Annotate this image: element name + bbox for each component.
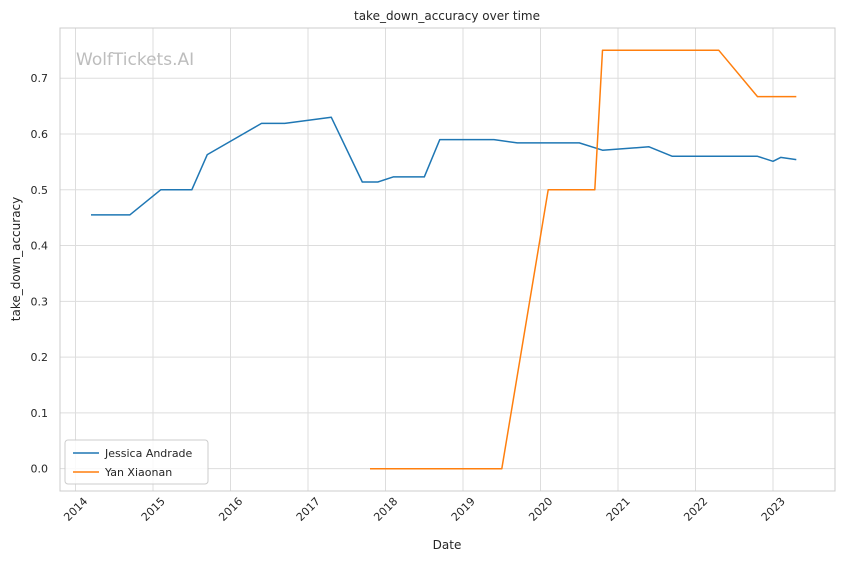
y-tick-label: 0.0	[31, 463, 49, 476]
watermark: WolfTickets.AI	[76, 50, 194, 70]
y-tick-label: 0.5	[31, 184, 49, 197]
y-axis-label: take_down_accuracy	[9, 197, 23, 321]
legend: Jessica Andrade Yan Xiaonan	[64, 439, 209, 485]
y-tick-label: 0.1	[31, 407, 49, 420]
series-line-jessica-andrade	[91, 116, 797, 216]
y-tick-label: 0.7	[31, 72, 49, 85]
y-axis-ticks: 0.0 0.1 0.2 0.3 0.4 0.5 0.6 0.7	[31, 72, 49, 475]
legend-label-yan-xiaonan: Yan Xiaonan	[104, 466, 172, 479]
series-line-yan-xiaonan	[370, 49, 797, 470]
series-lines	[91, 49, 797, 470]
plot-frame	[59, 27, 836, 492]
chart-title: take_down_accuracy over time	[354, 9, 540, 23]
y-tick-label: 0.4	[31, 240, 49, 253]
y-tick-label: 0.3	[31, 295, 49, 308]
legend-box	[64, 439, 209, 485]
x-axis-label: Date	[433, 538, 462, 552]
legend-label-jessica-andrade: Jessica Andrade	[104, 447, 193, 460]
y-tick-label: 0.2	[31, 351, 49, 364]
y-tick-label: 0.6	[31, 128, 49, 141]
